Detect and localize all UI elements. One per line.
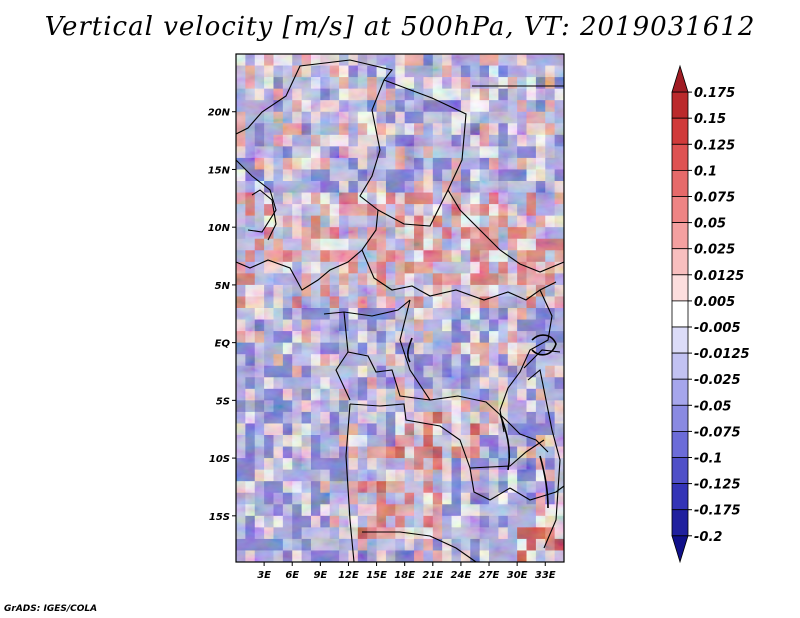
colorbar-swatch: [671, 535, 689, 564]
colorbar: 0.175 0.15 0.125 0.1 0.075 0.05 0.025 0.0125 0.0…: [671, 64, 750, 564]
colorbar-label: -0.175: [694, 504, 741, 519]
colorbar-label: 0.125: [694, 138, 735, 153]
y-tick-label: 5S: [216, 396, 230, 407]
colorbar-swatch: [671, 222, 689, 250]
colorbar-swatch: [671, 248, 689, 276]
colorbar-label: 0.025: [694, 243, 735, 258]
colorbar-label: -0.005: [694, 321, 741, 336]
colorbar-swatch: [671, 326, 689, 354]
x-tick-label: 24E: [451, 570, 472, 581]
colorbar-swatch: [671, 117, 689, 145]
x-tick-label: 15E: [366, 570, 387, 581]
colorbar-label: -0.0125: [694, 347, 750, 362]
y-tick-label: 10N: [208, 223, 231, 234]
x-tick-label: 27E: [479, 570, 500, 581]
colorbar-swatch: [671, 143, 689, 171]
colorbar-swatch: [671, 91, 689, 119]
colorbar-swatch: [671, 274, 689, 302]
colorbar-swatch: [671, 430, 689, 458]
colorbar-label: -0.125: [694, 478, 741, 493]
colorbar-label: 0.0125: [694, 269, 744, 284]
colorbar-label: -0.05: [694, 399, 731, 414]
country-borders: [236, 59, 564, 562]
colorbar-swatch: [671, 196, 689, 224]
colorbar-swatch: [671, 457, 689, 485]
colorbar-swatch: [671, 509, 689, 537]
lakes: [407, 334, 557, 509]
y-tick-label: 15N: [208, 165, 231, 176]
y-axis: 20N 15N 10N 5N EQ 5S 10S 15S: [208, 108, 236, 523]
map-field: [236, 54, 564, 562]
x-tick-label: 12E: [338, 570, 359, 581]
x-tick-label: 9E: [313, 570, 327, 581]
colorbar-label: 0.005: [694, 295, 735, 310]
grads-credit: GrADS: IGES/COLA: [4, 604, 98, 614]
colorbar-label: -0.1: [694, 452, 722, 467]
colorbar-swatch: [671, 169, 689, 197]
chart-title: Vertical velocity [m/s] at 500hPa, VT: 2…: [44, 12, 756, 42]
colorbar-label: -0.075: [694, 425, 741, 440]
x-tick-label: 30E: [507, 570, 528, 581]
colorbar-swatch: [671, 404, 689, 432]
x-tick-label: 6E: [285, 570, 299, 581]
colorbar-label: 0.15: [694, 112, 726, 127]
colorbar-label: -0.025: [694, 373, 741, 388]
colorbar-swatch: [671, 64, 689, 93]
y-tick-label: 20N: [208, 108, 231, 119]
colorbar-label: 0.175: [694, 86, 735, 101]
map-frame: [235, 53, 565, 563]
colorbar-swatch: [671, 352, 689, 380]
x-tick-label: 21E: [422, 570, 443, 581]
y-tick-label: 5N: [215, 281, 231, 292]
x-tick-label: 33E: [535, 570, 556, 581]
colorbar-label: 0.05: [694, 217, 726, 232]
colorbar-label: 0.075: [694, 191, 735, 206]
colorbar-swatch: [671, 378, 689, 406]
colorbar-swatch: [671, 483, 689, 511]
y-tick-label: 10S: [209, 454, 230, 465]
y-tick-label: EQ: [215, 339, 231, 350]
x-tick-label: 3E: [257, 570, 271, 581]
colorbar-label: 0.1: [694, 164, 717, 179]
x-tick-label: 18E: [394, 570, 415, 581]
colorbar-label: -0.2: [694, 530, 722, 545]
y-tick-label: 15S: [209, 512, 230, 523]
x-axis: 3E 6E 9E 12E 15E 18E 21E 24E 27E 30E 33E: [257, 562, 556, 581]
colorbar-swatch: [671, 300, 689, 328]
